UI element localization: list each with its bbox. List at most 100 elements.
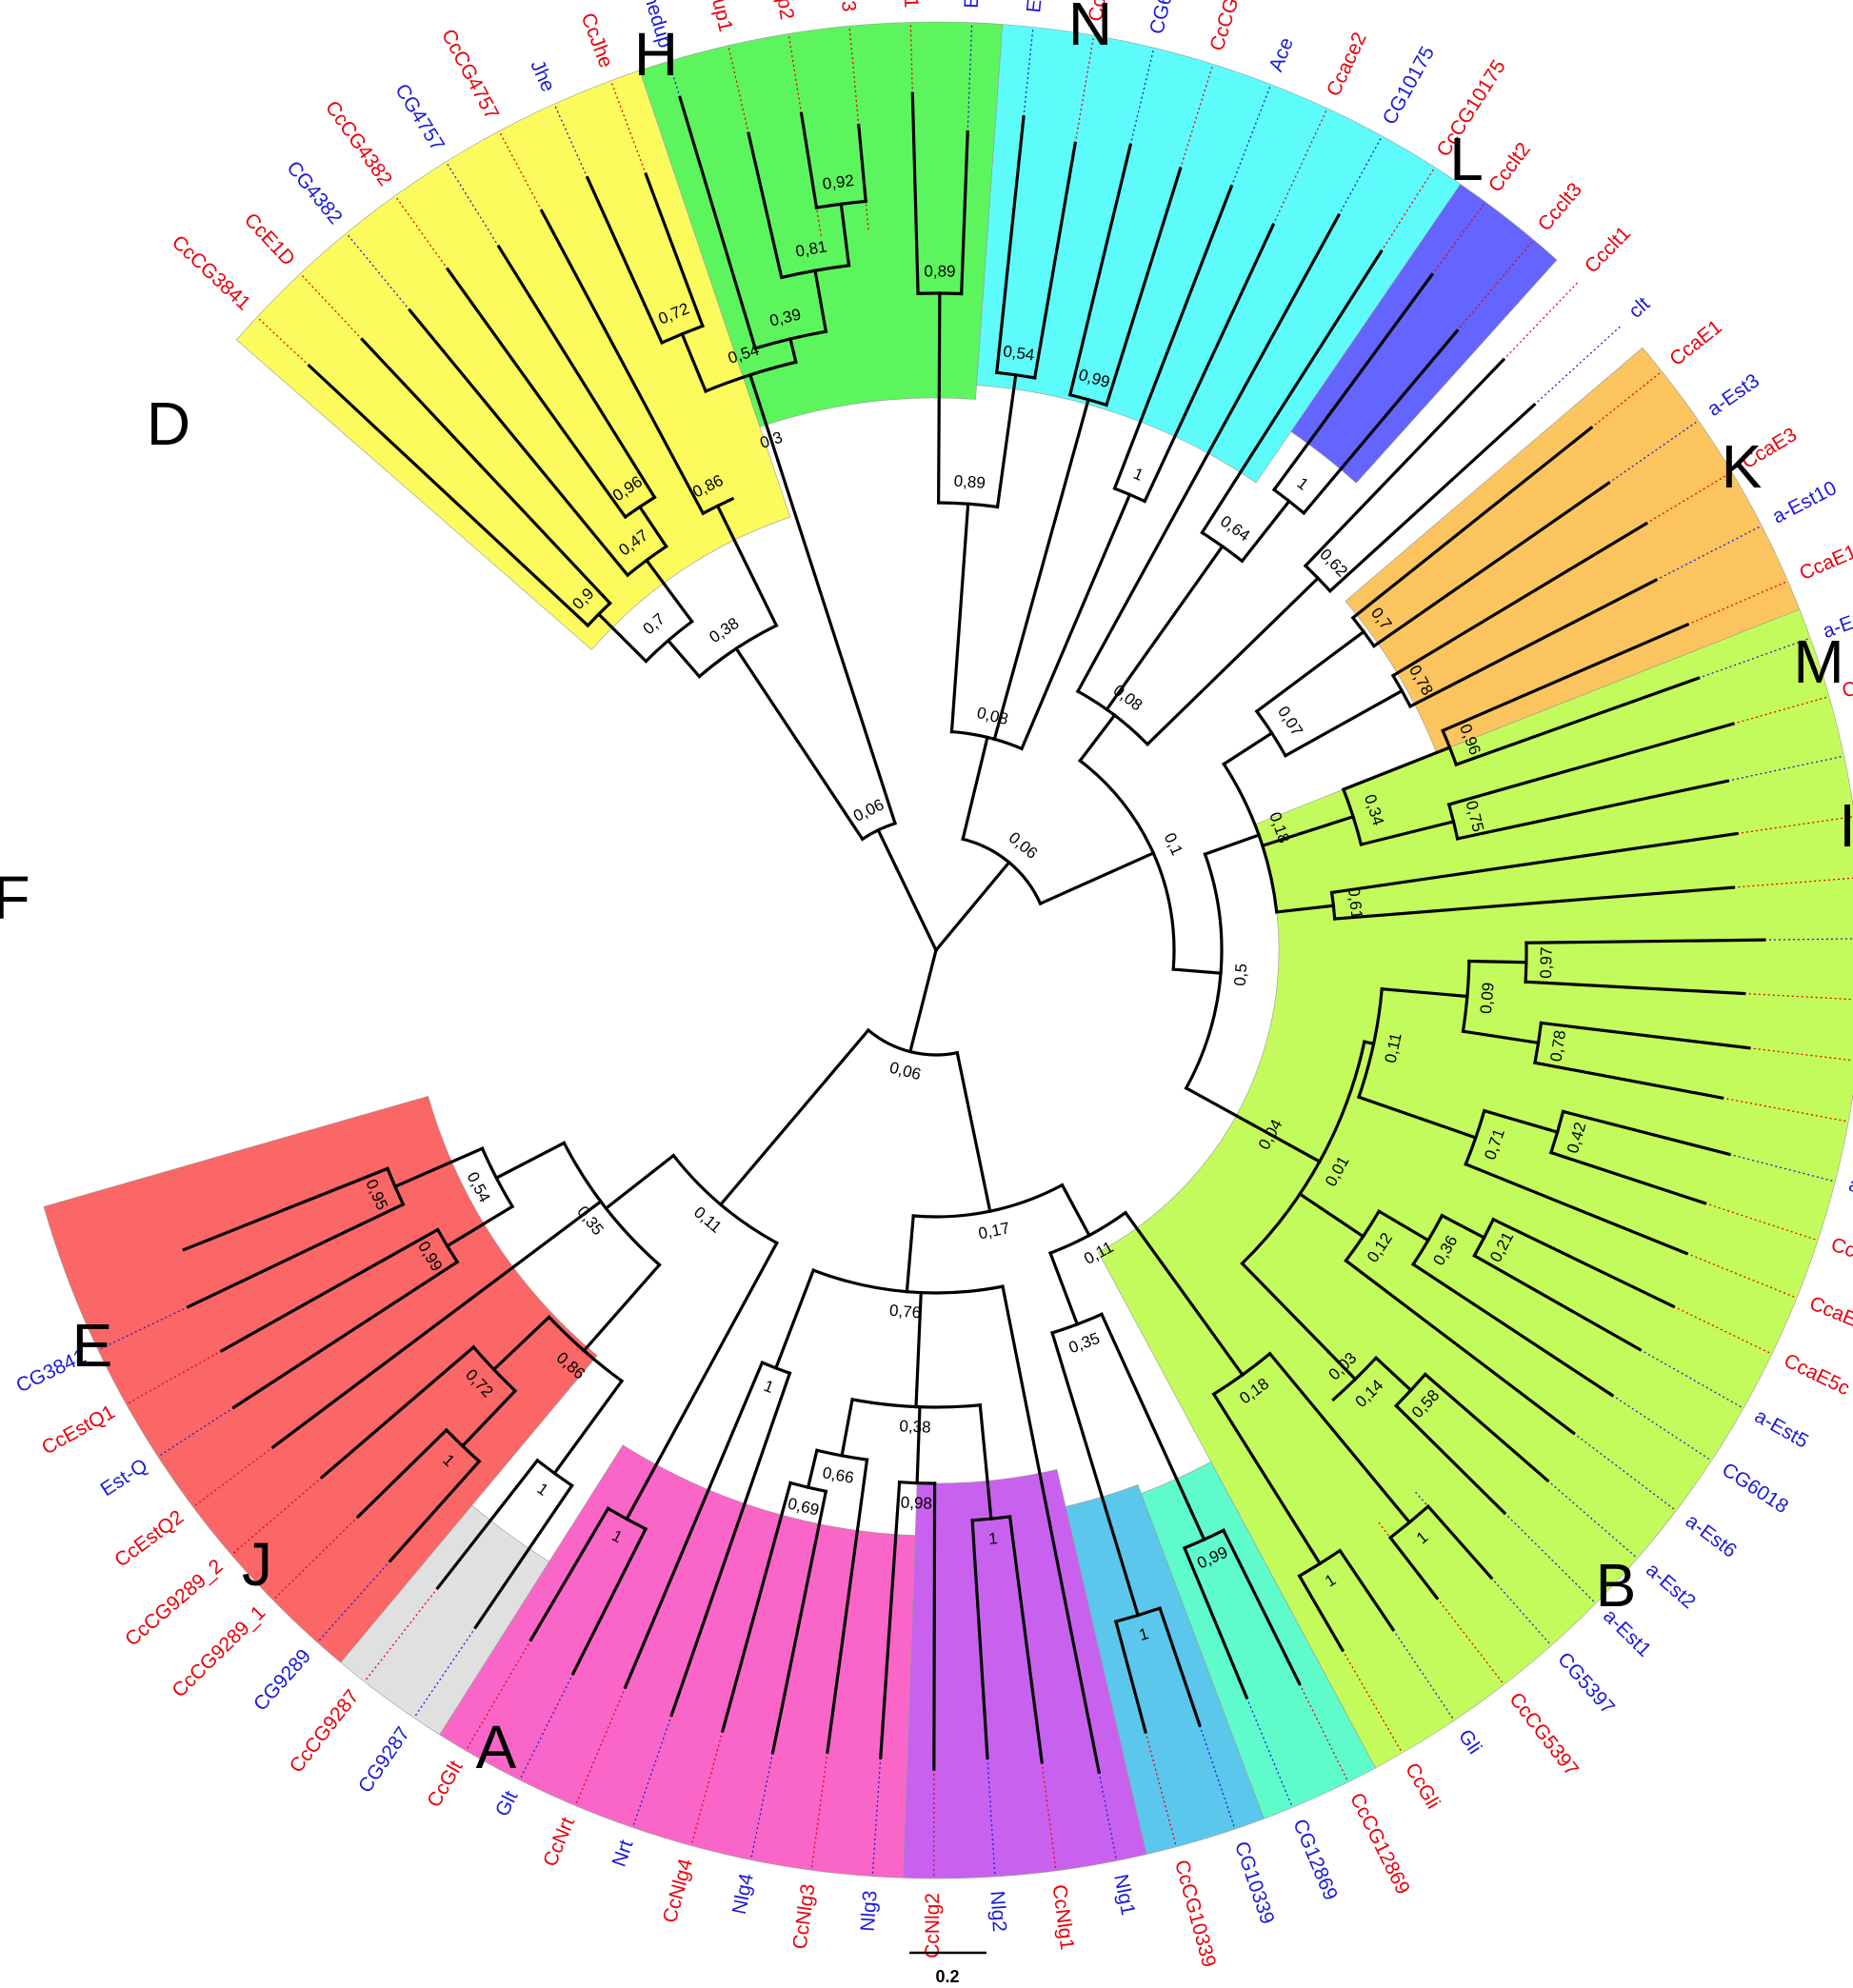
leaf-label: a-Est5 [1751, 1405, 1812, 1453]
branch-20 [644, 172, 705, 328]
support-value: 1 [533, 1480, 551, 1500]
branch-96 [1454, 676, 1701, 767]
branch-142 [1423, 1372, 1550, 1483]
clade-letter-H: H [634, 20, 678, 89]
branch-118 [1539, 1021, 1751, 1050]
branch-212 [582, 1262, 662, 1353]
arc-6 [704, 360, 798, 393]
arc-54 [1112, 486, 1147, 504]
branch-5 [747, 372, 781, 464]
support-value: 1 [1294, 474, 1312, 494]
leaf-label: Nlg4 [728, 1871, 758, 1916]
branch-158 [1337, 1548, 1396, 1632]
branch-191 [1007, 1515, 1044, 1764]
leaf-label: CcGlt [423, 1757, 468, 1811]
leaf-label: CcCG12869 [1345, 1790, 1414, 1899]
branch-175 [623, 1360, 765, 1690]
clade-sector-B [1097, 608, 1853, 1769]
branch-214 [491, 1315, 551, 1372]
clade-letter-I: I [1839, 791, 1853, 860]
arc-80 [1222, 762, 1279, 914]
branch-119 [1533, 1061, 1724, 1101]
leaf-label: CG4382 [282, 157, 346, 229]
branch-38 [539, 209, 706, 516]
branch-32 [637, 505, 668, 549]
leaf-label: CcE1D [240, 209, 299, 269]
support-value: 0,89 [953, 472, 986, 492]
clade-sectors [43, 21, 1853, 1879]
leaf-label: CG4757 [390, 80, 448, 155]
branch-164 [1221, 1528, 1302, 1686]
arc-149 [1047, 1210, 1128, 1256]
branch-120 [1356, 1095, 1478, 1140]
branch-4 [776, 459, 897, 825]
leaf-label: CcaE10 [1796, 536, 1853, 585]
scale-bar: 0.2 [909, 1951, 986, 1986]
arc-22 [697, 623, 779, 679]
support-value: 0,76 [888, 1302, 922, 1322]
arc-145 [866, 1027, 960, 1057]
leaf-label: CcCG9289_1 [168, 1601, 269, 1702]
branch-100 [1455, 779, 1730, 841]
leaf-label: CcCG9287 [286, 1685, 364, 1777]
branch-224 [435, 1458, 540, 1591]
leaf-label: CcaE5a [1806, 1292, 1853, 1339]
branch-55 [1112, 184, 1234, 491]
support-value: 0,11 [690, 1203, 726, 1237]
leaf-label: CcEstQ1 [38, 1401, 119, 1459]
support-value: 0,07 [1274, 703, 1306, 739]
support-value: 0,89 [924, 262, 955, 280]
support-value: 0,06 [850, 795, 887, 825]
branch-187 [932, 1481, 937, 1771]
leaf-label: CcbE1 [899, 0, 923, 9]
branch-166 [1050, 1330, 1141, 1618]
branch-85 [1350, 426, 1594, 621]
branch-75 [1327, 403, 1537, 593]
leaf-label: a-Est7 [1846, 1174, 1853, 1209]
leaf-label: a-Est3 [1704, 369, 1763, 421]
branch-114 [1524, 938, 1766, 944]
branch-219 [355, 1427, 449, 1520]
leaf-label: CG10175 [1379, 43, 1439, 129]
branch-202 [494, 1141, 567, 1181]
branch-146 [955, 1050, 992, 1214]
branch-13 [799, 111, 819, 209]
branch-170 [905, 1214, 915, 1294]
arc-171 [811, 1268, 1005, 1295]
clade-letter-L: L [1449, 125, 1484, 193]
branch-165 [1182, 1545, 1249, 1700]
branch-67 [1240, 499, 1292, 564]
support-value: 0,17 [977, 1219, 1011, 1242]
support-value: 0,09 [1477, 982, 1498, 1015]
clade-sector-A [1345, 347, 1801, 753]
branch-86 [1371, 481, 1611, 648]
branch-218 [388, 1459, 482, 1563]
branch-14 [857, 124, 867, 204]
branch-108 [1362, 1040, 1376, 1046]
arc-213 [547, 1315, 625, 1383]
leaf-label: CcJhedup2 [760, 0, 798, 21]
arc-109 [1356, 986, 1384, 1100]
support-value: 0,66 [821, 1463, 855, 1487]
leaf-label: CcNlg1 [1048, 1883, 1079, 1951]
branch-112 [1467, 959, 1528, 964]
leaf-label: CcCG6414_1 [1205, 0, 1263, 53]
branch-115 [1524, 980, 1746, 996]
arc-201 [562, 1141, 662, 1267]
branch-223 [473, 1483, 574, 1630]
branch-126 [1464, 1162, 1689, 1256]
branch-137 [1240, 1261, 1331, 1355]
leaf-label: Est-P [1023, 0, 1049, 14]
branch-39 [933, 860, 1011, 953]
leaf-label: CcJhe [577, 10, 617, 71]
branch-159 [1297, 1574, 1345, 1653]
leaf-label: CcCG3841 [168, 231, 255, 315]
branch-168 [1158, 1606, 1202, 1728]
branch-49 [937, 291, 942, 505]
branch-129 [1376, 1209, 1431, 1242]
branch-148 [1060, 1183, 1092, 1238]
support-value: 0,64 [1217, 512, 1253, 546]
branch-183 [720, 1481, 793, 1733]
arc-177 [850, 1398, 983, 1409]
branch-174 [669, 1371, 792, 1718]
